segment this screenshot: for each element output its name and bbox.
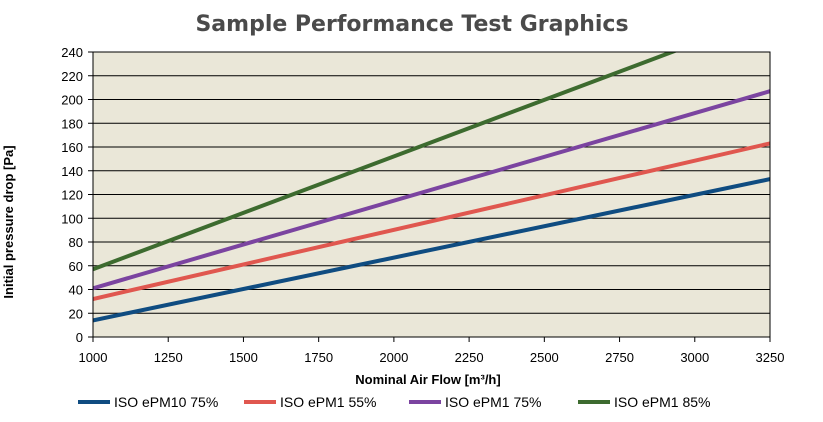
y-tick-label: 20: [69, 306, 83, 321]
y-tick-label: 80: [69, 235, 83, 250]
y-tick-label: 60: [69, 259, 83, 274]
legend: ISO ePM10 75% ISO ePM1 55% ISO ePM1 75% ISO…: [78, 394, 711, 410]
series-line: [93, 52, 678, 272]
y-tick-label: 240: [61, 45, 83, 60]
x-tick-label: 1000: [79, 350, 108, 365]
legend-item: ISO ePM1 75%: [409, 394, 542, 410]
y-tick-label: 180: [61, 116, 83, 131]
x-tick-label: 1750: [304, 350, 333, 365]
chart-title: Sample Performance Test Graphics: [195, 12, 628, 37]
y-axis-ticks: 0 20 40 60 80 100 120 140 160 180 200 220 240: [61, 45, 93, 345]
legend-item: ISO ePM1 55%: [244, 394, 377, 410]
x-tick-label: 2250: [455, 350, 484, 365]
y-tick-label: 220: [61, 69, 83, 84]
legend-label: ISO ePM1 85%: [614, 394, 711, 410]
x-tick-label: 1250: [154, 350, 183, 365]
legend-item: ISO ePM1 85%: [578, 394, 711, 410]
y-axis-label: Initial pressure drop [Pa]: [1, 145, 16, 298]
x-axis-label: Nominal Air Flow [m³/h]: [355, 372, 500, 387]
x-tick-label: 3000: [680, 350, 709, 365]
y-tick-label: 100: [61, 211, 83, 226]
y-tick-label: 40: [69, 283, 83, 298]
legend-label: ISO ePM1 75%: [445, 394, 542, 410]
x-tick-label: 2500: [530, 350, 559, 365]
y-tick-label: 140: [61, 164, 83, 179]
legend-label: ISO ePM1 55%: [280, 394, 377, 410]
series-line: [93, 177, 770, 323]
x-tick-label: 1500: [229, 350, 258, 365]
series-lines: [93, 52, 770, 323]
y-tick-label: 0: [76, 330, 83, 345]
y-tick-label: 200: [61, 93, 83, 108]
series-line: [93, 141, 770, 301]
legend-item: ISO ePM10 75%: [78, 394, 218, 410]
x-tick-label: 3250: [756, 350, 785, 365]
y-tick-label: 120: [61, 188, 83, 203]
x-tick-label: 2750: [605, 350, 634, 365]
legend-label: ISO ePM10 75%: [114, 394, 218, 410]
series-line: [93, 89, 770, 291]
y-tick-label: 160: [61, 140, 83, 155]
x-axis-ticks: 1000 1250 1500 1750 2000 2250 2500 2750 3000 3250: [79, 337, 785, 365]
x-tick-label: 2000: [379, 350, 408, 365]
